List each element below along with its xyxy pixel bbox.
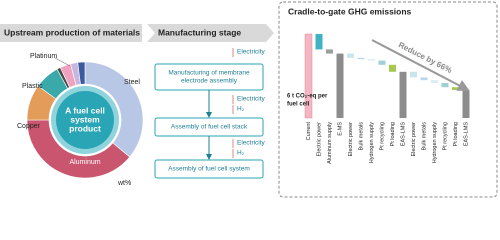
leader bbox=[54, 57, 71, 67]
input-label: H₂ bbox=[237, 106, 245, 113]
segment-label: Aluminum bbox=[69, 159, 100, 166]
center bbox=[56, 91, 114, 149]
step-label: Assembly of fuel cell system bbox=[168, 166, 250, 173]
segment-label: Platinum bbox=[30, 53, 57, 60]
panel-title: Cradle-to-gate GHG emissions bbox=[288, 6, 412, 16]
waterfall-bar bbox=[431, 80, 438, 83]
bar-label: E-MS bbox=[337, 122, 343, 136]
bar-label: Hydrogen supply bbox=[432, 122, 438, 164]
bar-label: EAS-LMS bbox=[400, 122, 406, 146]
bar-label: Pt loading bbox=[390, 122, 396, 146]
header-band bbox=[0, 24, 142, 42]
waterfall-bar bbox=[452, 87, 459, 90]
input-label: Electricity bbox=[237, 96, 266, 103]
infographic: Upstream production of materials Manufac… bbox=[0, 1, 498, 198]
center-label: system bbox=[70, 114, 100, 124]
unit-label: wt% bbox=[117, 180, 131, 187]
annotation: fuel cell bbox=[287, 102, 310, 108]
donut-segment bbox=[77, 61, 86, 85]
bar-label: Pt recycling bbox=[379, 122, 385, 150]
bar-label: Hydrogen supply bbox=[369, 122, 375, 164]
bar-label: Aluminum supply bbox=[327, 122, 333, 164]
waterfall-bar bbox=[336, 53, 344, 118]
waterfall-bar bbox=[347, 53, 354, 58]
bar-label: Current bbox=[306, 122, 312, 141]
bar-label: Bulk metals bbox=[421, 122, 427, 151]
bar-label: Electric power bbox=[316, 122, 322, 157]
waterfall-bar bbox=[462, 90, 470, 118]
dashed-frame bbox=[278, 1, 498, 198]
bar-label: Pt loading bbox=[453, 122, 459, 146]
waterfall: Current Electric power Aluminum supply E-MS… bbox=[287, 33, 470, 164]
center-label: A fuel cell bbox=[65, 105, 105, 115]
waterfall-bar bbox=[441, 83, 449, 88]
input-label: H₂ bbox=[237, 150, 245, 157]
waterfall-bar bbox=[357, 57, 365, 60]
segment-label: Copper bbox=[17, 123, 41, 130]
step-label: Manufacturing of membrane bbox=[168, 70, 250, 77]
waterfall-bar bbox=[399, 71, 407, 118]
header-band bbox=[147, 24, 274, 42]
panel-header: Manufacturing stage bbox=[158, 27, 241, 37]
segment-label: Plastic bbox=[22, 83, 43, 90]
bar-label: Electric power bbox=[411, 122, 417, 157]
waterfall-bar bbox=[315, 34, 323, 50]
waterfall-bar bbox=[378, 60, 386, 65]
bar-label: Electric power bbox=[348, 122, 354, 157]
waterfall-bar bbox=[326, 49, 333, 54]
step-label: Assembly of fuel cell stack bbox=[171, 124, 248, 131]
input-label: Electricity bbox=[237, 140, 266, 147]
waterfall-bar bbox=[368, 59, 375, 61]
waterfall-bar bbox=[304, 33, 313, 119]
panel-header: Upstream production of materials bbox=[4, 27, 140, 37]
donut-segment bbox=[26, 119, 131, 179]
step-label: electrode assembly bbox=[181, 78, 238, 85]
segment-label: Steel bbox=[124, 79, 140, 86]
step-box bbox=[154, 159, 264, 179]
bar-label: Pt recycling bbox=[442, 122, 448, 150]
bar-label: EAS-LMS bbox=[463, 122, 469, 146]
annotation: 6 t CO₂-eq per bbox=[287, 94, 328, 100]
center-label: product bbox=[69, 123, 101, 133]
input-label: Electricity bbox=[237, 49, 266, 56]
waterfall-bar bbox=[420, 77, 428, 81]
reduction-arrow bbox=[371, 39, 470, 91]
waterfall-bar bbox=[410, 71, 417, 78]
bar-label: Bulk metals bbox=[358, 122, 364, 151]
waterfall-bar bbox=[389, 64, 396, 72]
